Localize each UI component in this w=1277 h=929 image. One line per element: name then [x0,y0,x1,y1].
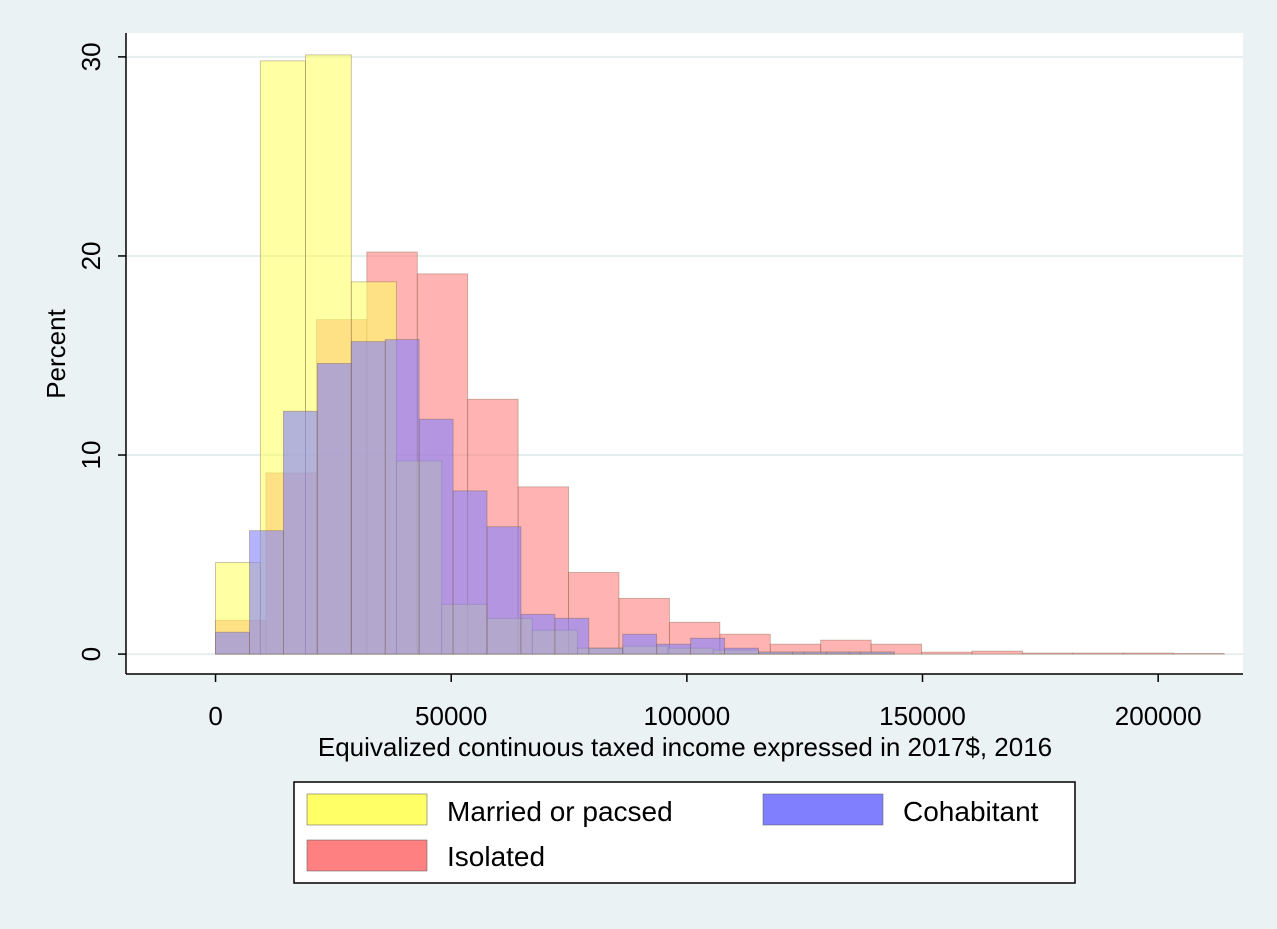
bar-cohabitant [486,526,522,655]
bar-cohabitant [825,651,861,655]
legend: Married or pacsed Cohabitant Isolated [293,781,1076,884]
legend-swatch-isolated [306,839,428,872]
bar-cohabitant [249,530,284,655]
y-tick-label: 0 [76,647,106,661]
y-axis-title: Percent [41,308,71,398]
y-tick-label: 20 [76,241,106,270]
bar-isolated [1173,653,1225,655]
x-tick-label: 200000 [1115,701,1202,731]
bar-cohabitant [724,647,759,655]
bar-cohabitant [452,490,488,655]
bar-cohabitant [384,339,420,655]
bar-cohabitant [283,410,318,655]
bar-cohabitant [690,637,725,655]
x-tick-label: 50000 [415,701,487,731]
bar-cohabitant [859,651,895,655]
bar-isolated [1022,652,1074,655]
bar-isolated [921,651,973,655]
x-tick-label: 150000 [879,701,966,731]
y-tick-label: 10 [76,441,106,470]
bar-cohabitant [215,631,250,655]
bar-cohabitant [758,651,793,655]
bar-isolated [1072,652,1124,655]
bar-cohabitant [418,418,454,655]
x-axis-ticks: 0 50000 100000 150000 200000 [208,674,1202,731]
y-axis-ticks: 0 10 20 30 [76,42,126,661]
bar-cohabitant [588,647,624,655]
legend-swatch-married [306,793,428,826]
bar-isolated [870,643,922,655]
x-tick-label: 0 [208,701,222,731]
bar-cohabitant [520,613,556,655]
bar-cohabitant [622,633,658,655]
bar-isolated [971,650,1023,655]
x-tick-label: 100000 [643,701,730,731]
x-axis-title: Equivalized continuous taxed income expr… [318,732,1052,762]
y-tick-label: 30 [76,42,106,71]
bar-cohabitant [656,643,692,655]
bar-cohabitant [792,651,827,655]
histogram-bars [215,54,1225,655]
legend-label-isolated: Isolated [447,841,545,872]
legend-label-married: Married or pacsed [447,796,673,827]
legend-swatch-cohabitant [762,793,884,826]
bar-isolated [1122,652,1175,655]
series-cohabitant [215,339,895,655]
legend-label-cohabitant: Cohabitant [903,796,1039,827]
bar-cohabitant [554,617,590,655]
bar-cohabitant [350,341,386,655]
bar-cohabitant [316,363,352,655]
